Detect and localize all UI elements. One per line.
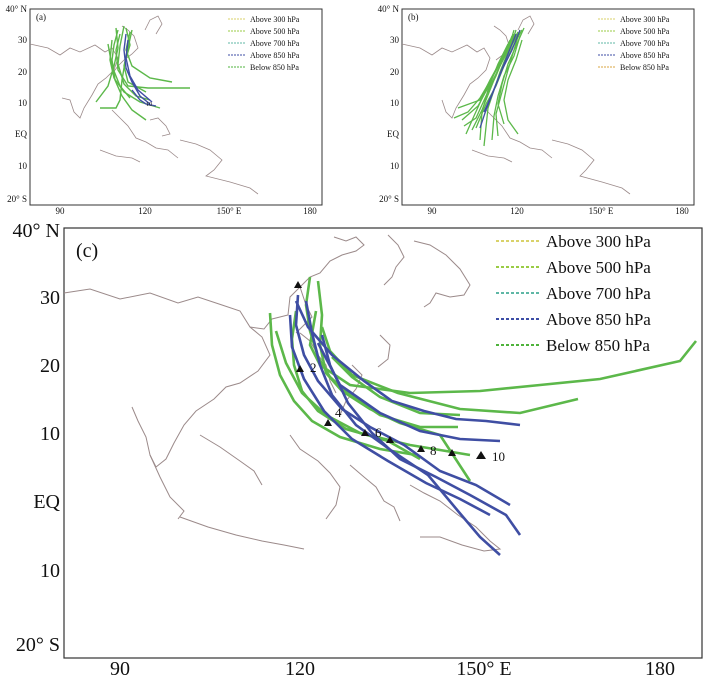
day-label: 6	[375, 425, 382, 440]
panel-c: 2 4 6 8 10 (c) 40° N 30 20 10 EQ 10 20° …	[0, 215, 708, 680]
panel-a: 10 (a) 40° N 30 20 10 EQ 10 20° S 90 120…	[0, 0, 340, 215]
lon-label: 120	[285, 658, 315, 680]
lon-axis: 90 120 150° E 180	[56, 206, 318, 215]
lon-label: 180	[303, 206, 317, 215]
map-frame	[401, 8, 695, 206]
lon-label: 150° E	[589, 206, 614, 215]
panel-label: (b)	[408, 12, 419, 22]
lat-label: 10	[40, 423, 60, 445]
lat-label: 20	[40, 355, 60, 377]
lat-axis: 40° N 30 20 10 EQ 10 20° S	[378, 4, 400, 204]
legend-entry: Above 500 hPa	[546, 258, 651, 277]
lat-label: 10	[18, 98, 28, 108]
blue-tracks	[288, 294, 522, 556]
triangle-marker-icon	[294, 281, 302, 288]
legend-entry: Above 850 hPa	[250, 51, 300, 60]
triangle-marker-icon	[417, 445, 425, 452]
legend-entry: Above 700 hPa	[620, 39, 670, 48]
legend-entry: Above 300 hPa	[546, 232, 651, 251]
triangle-marker-icon	[296, 365, 304, 372]
lon-label: 90	[56, 206, 66, 215]
lat-label: 30	[18, 35, 28, 45]
legend-entry: Above 700 hPa	[546, 284, 651, 303]
day-marker-labels: 2 4 6 8 10	[310, 360, 505, 464]
coastlines	[63, 234, 502, 552]
day-label: 10	[492, 449, 505, 464]
lat-label: 40° N	[13, 220, 60, 242]
lat-label: 20	[18, 67, 28, 77]
panel-label: (a)	[36, 12, 46, 22]
lon-label: 90	[428, 206, 438, 215]
lat-label: 10	[18, 161, 28, 171]
lat-label: 20° S	[16, 634, 60, 656]
lat-label: EQ	[33, 491, 60, 513]
lat-axis: 40° N 30 20 10 EQ 10 20° S	[6, 4, 28, 204]
day-label: 2	[310, 360, 317, 375]
lon-label: 180	[675, 206, 689, 215]
triangle-marker-icon	[448, 449, 456, 456]
panel-b: (b) 40° N 30 20 10 EQ 10 20° S 90 120 15…	[368, 0, 708, 215]
lat-label: 30	[390, 35, 400, 45]
legend: Above 300 hPa Above 500 hPa Above 700 hP…	[228, 15, 300, 72]
lat-label: 10	[390, 161, 400, 171]
day-label: 4	[335, 405, 342, 420]
day-label: 8	[430, 443, 437, 458]
lat-label: 30	[40, 287, 60, 309]
lat-axis: 40° N 30 20 10 EQ 10 20° S	[13, 220, 61, 656]
lat-label: EQ	[387, 129, 399, 139]
map-frame	[29, 8, 323, 206]
lon-axis: 90 120 150° E 180	[428, 206, 690, 215]
legend-entry: Above 500 hPa	[250, 27, 300, 36]
legend-entry: Above 300 hPa	[250, 15, 300, 24]
lon-label: 180	[645, 658, 675, 680]
lat-label: 20	[390, 67, 400, 77]
coastlines	[401, 15, 631, 195]
legend-entry: Above 850 hPa	[620, 51, 670, 60]
day-marker-label: 10	[146, 102, 152, 108]
legend-entry: Above 300 hPa	[620, 15, 670, 24]
legend-entry: Below 850 hPa	[250, 63, 299, 72]
day-markers	[294, 281, 486, 459]
legend: Above 300 hPa Above 500 hPa Above 700 hP…	[496, 232, 651, 355]
blue-tracks	[123, 33, 157, 107]
lat-label: 40° N	[378, 4, 400, 14]
lon-axis: 90 120 150° E 180	[110, 658, 675, 680]
legend-entry: Above 850 hPa	[546, 310, 651, 329]
legend-entry: Above 700 hPa	[250, 39, 300, 48]
legend: Above 300 hPa Above 500 hPa Above 700 hP…	[598, 15, 670, 72]
legend-entry: Above 500 hPa	[620, 27, 670, 36]
green-tracks	[95, 25, 190, 121]
legend-entry: Below 850 hPa	[546, 336, 650, 355]
triangle-marker-icon	[386, 436, 394, 443]
blue-tracks	[479, 29, 521, 129]
legend-entry: Below 850 hPa	[620, 63, 669, 72]
lon-label: 150° E	[456, 658, 511, 680]
triangle-marker-icon	[324, 419, 332, 426]
lat-label: 10	[390, 98, 400, 108]
triangle-marker-icon	[476, 451, 486, 459]
lon-label: 120	[510, 206, 524, 215]
lat-label: 20° S	[379, 194, 399, 204]
triangle-marker-icon	[361, 429, 369, 436]
lat-label: 40° N	[6, 4, 28, 14]
lon-label: 120	[138, 206, 152, 215]
lat-label: EQ	[15, 129, 27, 139]
lat-label: 10	[40, 560, 60, 582]
lon-label: 90	[110, 658, 130, 680]
lon-label: 150° E	[217, 206, 242, 215]
panel-label: (c)	[76, 240, 98, 262]
lat-label: 20° S	[7, 194, 27, 204]
